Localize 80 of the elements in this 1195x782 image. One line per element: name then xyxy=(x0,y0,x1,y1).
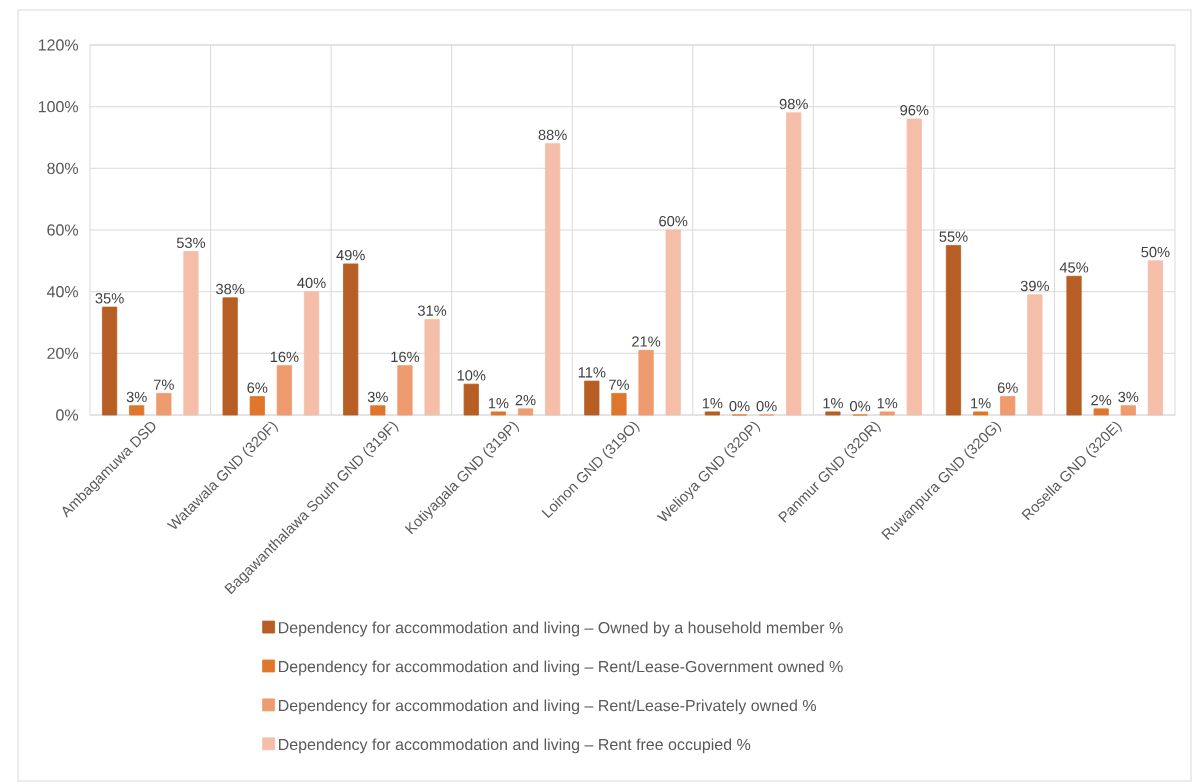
data-label: 0% xyxy=(850,401,871,412)
y-tick-label: 60% xyxy=(47,224,79,236)
y-tick-label: 0% xyxy=(56,409,79,421)
data-label: 35% xyxy=(95,293,124,304)
data-label: 53% xyxy=(176,237,206,248)
data-label: 98% xyxy=(779,98,808,110)
data-label: 7% xyxy=(154,379,174,390)
bar xyxy=(1066,275,1082,416)
bar xyxy=(1147,260,1163,416)
bar xyxy=(945,245,962,416)
data-label: 1% xyxy=(488,398,509,409)
bar xyxy=(906,118,922,416)
data-label: 0% xyxy=(756,401,777,412)
data-label: 2% xyxy=(515,394,536,406)
bar xyxy=(638,349,654,416)
data-label: 3% xyxy=(126,391,147,403)
data-label: 16% xyxy=(391,351,420,363)
bar xyxy=(463,383,479,416)
bar xyxy=(424,319,440,416)
data-label: 1% xyxy=(971,398,991,409)
data-label: 10% xyxy=(457,370,486,381)
data-label: 38% xyxy=(216,283,245,295)
bar xyxy=(584,380,600,416)
bar xyxy=(545,143,561,416)
bar xyxy=(825,411,841,416)
data-label: 96% xyxy=(900,105,929,116)
legend-label: Dependency for accommodation and living – Rent free occupied % xyxy=(279,738,751,754)
bar xyxy=(276,365,292,416)
bar xyxy=(490,411,506,416)
bar xyxy=(129,405,145,416)
data-label: 11% xyxy=(578,367,606,378)
bar xyxy=(611,393,627,416)
bar xyxy=(183,251,199,416)
y-tick-label: 120% xyxy=(38,39,79,51)
data-label: 45% xyxy=(1059,262,1089,273)
bar xyxy=(102,306,118,416)
data-label: 55% xyxy=(939,231,968,242)
bar xyxy=(517,408,534,416)
bar xyxy=(249,396,265,416)
data-label: 49% xyxy=(336,249,365,261)
bar xyxy=(343,263,359,416)
data-label: 1% xyxy=(823,398,843,409)
data-label: 1% xyxy=(877,398,898,409)
y-tick-label: 100% xyxy=(38,101,79,113)
bar xyxy=(973,411,989,416)
y-tick-label: 40% xyxy=(46,286,79,298)
data-label: 7% xyxy=(609,379,629,390)
bar xyxy=(665,229,681,416)
data-label: 88% xyxy=(538,129,567,141)
data-label: 50% xyxy=(1141,246,1170,258)
bar xyxy=(786,112,802,416)
bar xyxy=(1027,294,1043,416)
bar xyxy=(156,393,172,416)
bar xyxy=(879,411,895,416)
data-label: 60% xyxy=(659,216,688,227)
data-label: 0% xyxy=(729,401,750,412)
bar xyxy=(704,411,720,416)
bar xyxy=(1093,408,1109,416)
data-label: 6% xyxy=(247,382,268,393)
bar xyxy=(370,405,386,416)
data-label: 3% xyxy=(1118,391,1139,403)
legend-label: Dependency for accommodation and living – Rent/Lease-Privately owned % xyxy=(279,699,816,715)
data-label: 21% xyxy=(632,336,661,347)
data-label: 6% xyxy=(997,382,1018,393)
data-label: 39% xyxy=(1020,280,1049,292)
y-tick-label: 80% xyxy=(47,162,79,174)
data-label: 1% xyxy=(702,398,723,409)
y-tick-label: 20% xyxy=(47,347,79,359)
bar xyxy=(222,297,238,416)
bar xyxy=(303,291,320,416)
data-label: 2% xyxy=(1091,394,1112,406)
legend-label: Dependency for accommodation and living – Owned by a household member % xyxy=(279,621,843,637)
legend-label: Dependency for accommodation and living – Rent/Lease-Government owned % xyxy=(279,660,843,676)
bar xyxy=(397,365,413,416)
data-label: 16% xyxy=(270,351,299,363)
bar xyxy=(1000,396,1016,416)
bar xyxy=(1120,405,1136,416)
data-label: 3% xyxy=(367,391,388,403)
data-label: 40% xyxy=(297,277,326,289)
data-label: 31% xyxy=(417,305,447,316)
